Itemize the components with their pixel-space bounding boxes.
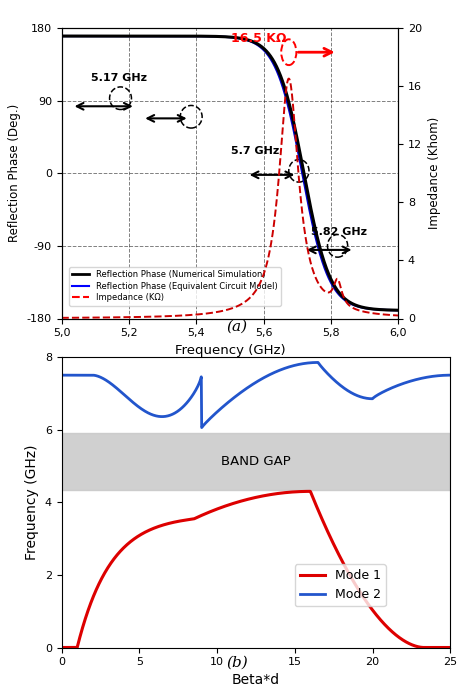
Mode 2 <box>363 394 368 402</box>
Text: BAND GAP: BAND GAP <box>221 455 291 468</box>
Impedance (KΩ) <box>93 314 99 322</box>
Text: 16.5 KΩ: 16.5 KΩ <box>231 32 286 45</box>
Mode 1 <box>216 504 222 512</box>
Impedance (KΩ) <box>195 310 201 319</box>
Reflection Phase (Numerical Simulation) <box>207 32 213 41</box>
Text: (a): (a) <box>227 319 247 333</box>
Reflection Phase (Equivalent Circuit Model) <box>321 262 327 271</box>
Reflection Phase (Numerical Simulation) <box>321 258 327 266</box>
Mode 1 <box>447 643 453 652</box>
Mode 2 <box>327 371 332 379</box>
Text: 5.82 GHz: 5.82 GHz <box>310 227 367 237</box>
Reflection Phase (Numerical Simulation) <box>327 273 333 281</box>
Mode 2 <box>315 358 321 367</box>
Reflection Phase (Numerical Simulation) <box>290 114 296 122</box>
Line: Reflection Phase (Equivalent Circuit Model): Reflection Phase (Equivalent Circuit Mod… <box>62 36 398 310</box>
Reflection Phase (Equivalent Circuit Model) <box>207 32 213 41</box>
Reflection Phase (Numerical Simulation) <box>59 32 64 41</box>
Text: 5.7 GHz: 5.7 GHz <box>231 146 279 156</box>
Text: 5.17 GHz: 5.17 GHz <box>91 74 147 83</box>
Mode 1 <box>99 575 104 583</box>
Reflection Phase (Equivalent Circuit Model) <box>327 276 333 285</box>
Line: Mode 2: Mode 2 <box>62 363 450 428</box>
Impedance (KΩ) <box>321 287 327 295</box>
Impedance (KΩ) <box>207 309 213 317</box>
Reflection Phase (Equivalent Circuit Model) <box>290 122 296 130</box>
Impedance (KΩ) <box>59 314 64 322</box>
Mode 2 <box>230 394 236 402</box>
Line: Impedance (KΩ): Impedance (KΩ) <box>62 78 398 318</box>
Text: (b): (b) <box>226 655 248 669</box>
Reflection Phase (Equivalent Circuit Model) <box>59 32 64 41</box>
Reflection Phase (Equivalent Circuit Model) <box>395 306 401 314</box>
Y-axis label: Reflection Phase (Deg.): Reflection Phase (Deg.) <box>8 104 21 242</box>
Impedance (KΩ) <box>286 74 292 83</box>
Mode 1 <box>230 499 236 508</box>
Bar <box>62 433 450 489</box>
Mode 1 <box>369 606 375 614</box>
Y-axis label: Impedance (Khom): Impedance (Khom) <box>428 117 440 230</box>
Reflection Phase (Numerical Simulation) <box>195 32 201 41</box>
Reflection Phase (Numerical Simulation) <box>93 32 99 41</box>
Mode 2 <box>447 371 453 379</box>
Reflection Phase (Equivalent Circuit Model) <box>93 32 99 41</box>
Mode 1 <box>326 530 332 538</box>
Mode 2 <box>199 424 204 432</box>
Reflection Phase (Numerical Simulation) <box>395 306 401 314</box>
Mode 2 <box>216 406 222 414</box>
Impedance (KΩ) <box>395 312 401 320</box>
Mode 2 <box>99 373 104 382</box>
Impedance (KΩ) <box>328 288 333 296</box>
Mode 1 <box>308 487 313 496</box>
X-axis label: Beta*d: Beta*d <box>232 673 280 687</box>
Y-axis label: Frequency (GHz): Frequency (GHz) <box>25 444 39 560</box>
Reflection Phase (Equivalent Circuit Model) <box>195 32 201 41</box>
Legend: Reflection Phase (Numerical Simulation), Reflection Phase (Equivalent Circuit Mo: Reflection Phase (Numerical Simulation),… <box>69 267 281 306</box>
X-axis label: Frequency (GHz): Frequency (GHz) <box>174 344 285 357</box>
Line: Reflection Phase (Numerical Simulation): Reflection Phase (Numerical Simulation) <box>62 36 398 310</box>
Legend: Mode 1, Mode 2: Mode 1, Mode 2 <box>295 564 386 606</box>
Mode 1 <box>362 596 368 604</box>
Line: Mode 1: Mode 1 <box>62 491 450 648</box>
Mode 1 <box>59 643 64 652</box>
Impedance (KΩ) <box>290 102 296 110</box>
Mode 2 <box>59 371 64 379</box>
Mode 2 <box>370 395 375 403</box>
